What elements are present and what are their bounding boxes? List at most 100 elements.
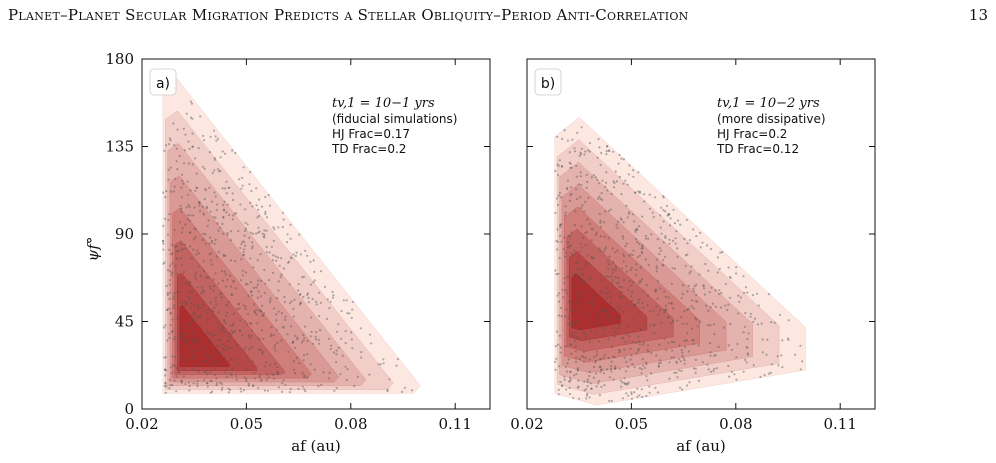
scatter-point: [638, 225, 641, 228]
scatter-point: [171, 363, 174, 366]
scatter-point: [174, 245, 177, 248]
scatter-point: [214, 216, 217, 219]
scatter-point: [688, 239, 692, 242]
scatter-point: [191, 350, 194, 353]
scatter-point: [173, 185, 176, 188]
scatter-point: [250, 290, 253, 293]
x-tick-label: 0.08: [334, 415, 367, 433]
scatter-point: [239, 246, 242, 250]
scatter-point: [642, 290, 645, 293]
scatter-point: [178, 371, 181, 374]
scatter-point: [614, 266, 618, 269]
scatter-point: [217, 282, 220, 285]
scatter-point: [727, 303, 730, 306]
scatter-point: [683, 237, 686, 240]
scatter-point: [277, 386, 280, 389]
scatter-point: [240, 187, 243, 190]
scatter-point: [253, 303, 256, 306]
scatter-point: [647, 237, 650, 240]
scatter-point: [688, 381, 691, 384]
scatter-point: [260, 205, 264, 208]
scatter-point: [617, 327, 620, 330]
scatter-point: [171, 330, 174, 333]
scatter-point: [579, 292, 582, 295]
scatter-point: [559, 306, 563, 309]
scatter-point: [289, 237, 292, 240]
scatter-point: [277, 280, 280, 283]
scatter-point: [193, 312, 197, 315]
scatter-point: [613, 308, 616, 311]
scatter-point: [268, 251, 271, 254]
scatter-point: [274, 255, 277, 258]
scatter-point: [273, 228, 276, 231]
scatter-point: [600, 385, 603, 388]
scatter-point: [226, 203, 229, 206]
scatter-point: [168, 279, 171, 282]
scatter-point: [686, 384, 689, 387]
scatter-point: [272, 334, 275, 337]
scatter-point: [348, 312, 351, 315]
scatter-point: [562, 248, 565, 251]
scatter-point: [219, 381, 222, 384]
scatter-point: [773, 321, 776, 324]
scatter-point: [583, 280, 586, 283]
scatter-point: [281, 325, 284, 328]
scatter-point: [613, 356, 617, 359]
scatter-point: [192, 353, 196, 356]
scatter-point: [228, 332, 231, 335]
scatter-point: [180, 302, 183, 305]
scatter-point: [676, 319, 679, 322]
scatter-point: [198, 209, 202, 213]
scatter-point: [663, 311, 666, 314]
scatter-point: [212, 278, 215, 281]
scatter-point: [179, 335, 182, 339]
scatter-point: [610, 360, 613, 363]
scatter-point: [186, 332, 189, 335]
scatter-point: [641, 358, 645, 361]
scatter-point: [411, 389, 414, 392]
scatter-point: [564, 205, 567, 208]
scatter-point: [621, 336, 624, 339]
scatter-point: [264, 196, 267, 199]
scatter-point: [184, 247, 187, 250]
scatter-point: [404, 386, 407, 389]
scatter-point: [568, 386, 571, 390]
scatter-point: [629, 269, 632, 272]
scatter-point: [181, 333, 184, 337]
scatter-point: [598, 195, 601, 198]
scatter-point: [667, 316, 670, 319]
scatter-point: [215, 344, 218, 347]
scatter-point: [187, 358, 190, 361]
scatter-point: [753, 317, 757, 320]
scatter-point: [200, 286, 203, 289]
scatter-point: [781, 366, 784, 369]
scatter-point: [686, 290, 689, 293]
scatter-point: [213, 191, 216, 194]
scatter-point: [718, 293, 721, 296]
scatter-point: [570, 166, 573, 169]
scatter-point: [244, 271, 248, 274]
scatter-point: [188, 147, 191, 150]
scatter-point: [295, 356, 298, 359]
scatter-point: [245, 356, 248, 359]
scatter-point: [249, 337, 252, 340]
scatter-point: [207, 219, 210, 222]
scatter-point: [585, 311, 588, 314]
scatter-point: [360, 356, 363, 359]
scatter-point: [344, 365, 347, 368]
scatter-point: [623, 356, 626, 359]
scatter-point: [290, 257, 293, 260]
scatter-point: [309, 335, 312, 338]
scatter-point: [578, 292, 581, 295]
scatter-point: [572, 335, 575, 338]
scatter-point: [257, 348, 261, 351]
scatter-point: [191, 319, 194, 322]
scatter-point: [746, 346, 749, 349]
scatter-point: [566, 292, 569, 295]
scatter-point: [653, 324, 656, 327]
scatter-point: [258, 230, 261, 233]
scatter-point: [625, 360, 628, 363]
scatter-point: [600, 368, 603, 371]
scatter-point: [615, 282, 619, 285]
scatter-point: [610, 282, 614, 285]
